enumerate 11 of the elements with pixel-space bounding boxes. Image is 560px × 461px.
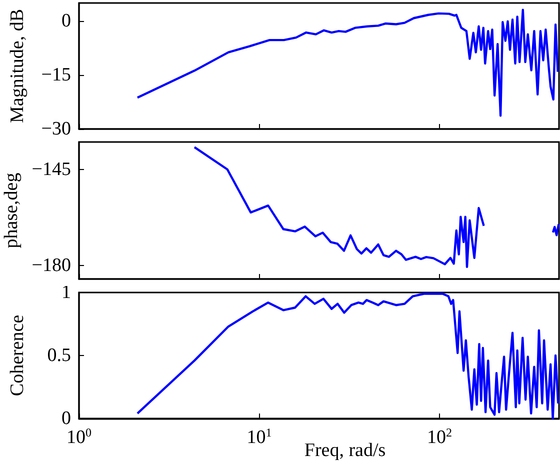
y-tick-label: −30 — [41, 118, 71, 140]
y-tick-label: −180 — [32, 254, 71, 276]
y-axis-title: phase,deg — [0, 172, 22, 248]
y-axis-title: Magnitude, dB — [7, 9, 28, 123]
y-tick-label: 0 — [62, 408, 71, 429]
y-tick-label: −145 — [32, 158, 71, 180]
y-axis-title: Coherence — [7, 314, 28, 396]
y-tick-label: 0 — [62, 10, 71, 32]
y-tick-label: −15 — [41, 64, 71, 86]
x-axis-title: Freq, rad/s — [304, 440, 386, 461]
y-tick-label: 0.5 — [47, 345, 71, 366]
